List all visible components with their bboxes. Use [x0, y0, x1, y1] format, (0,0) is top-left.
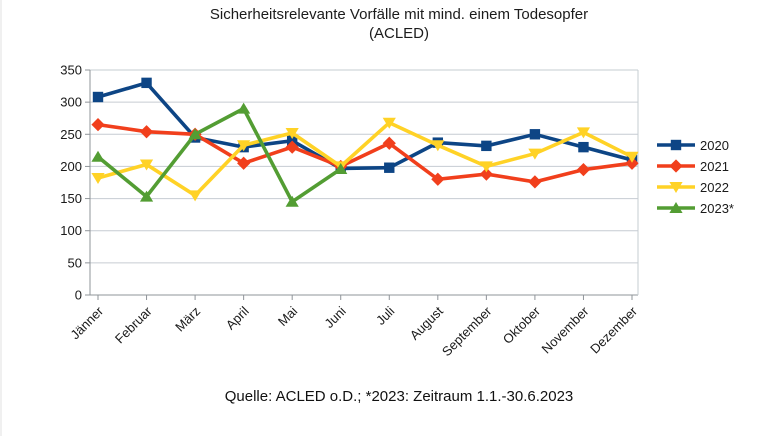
triangle-down-marker: [139, 159, 154, 171]
triangle-up-marker: [188, 128, 202, 140]
x-tick-label: März: [172, 304, 203, 335]
x-tick-label: November: [539, 303, 592, 356]
diamond-marker: [528, 175, 542, 189]
chart-title-line1: Sicherheitsrelevante Vorfälle mit mind. …: [209, 6, 589, 23]
triangle-down-marker: [576, 127, 591, 139]
legend-item-2021: 2021: [657, 158, 734, 174]
triangle-up-marker: [669, 202, 683, 213]
triangle-down-marker: [382, 117, 396, 129]
diamond-marker: [382, 136, 396, 150]
y-tick-label: 100: [60, 223, 82, 238]
y-tick-label: 0: [75, 288, 82, 303]
diamond-marker: [285, 140, 299, 154]
x-tick-label: Juni: [321, 303, 349, 331]
legend-square-icon: [657, 139, 695, 151]
square-marker: [92, 91, 104, 103]
y-tick-label: 350: [60, 63, 82, 78]
x-tick-label: Dezember: [587, 303, 640, 356]
y-tick-label: 200: [60, 159, 82, 174]
square-marker: [384, 162, 395, 173]
triangle-down-marker: [625, 151, 639, 163]
triangle-down-marker: [431, 140, 445, 152]
square-marker: [529, 129, 541, 140]
series-2023*-line: [96, 106, 342, 205]
legend-triangle-down-icon: [657, 182, 695, 193]
diamond-marker: [91, 118, 105, 132]
triangle-up-marker: [139, 190, 154, 202]
square-marker: [481, 140, 492, 152]
triangle-up-marker: [285, 195, 299, 207]
x-tick-label: April: [223, 303, 252, 332]
diamond-marker: [479, 167, 493, 181]
diamond-marker: [431, 172, 445, 186]
legend-diamond-icon: [657, 159, 695, 173]
line-chart-plot: 0 50 100 150 200 250 300 350 Jänner Februar März Ap…: [60, 63, 640, 360]
legend-label: 2022: [700, 179, 729, 195]
legend-item-2022: 2022: [657, 179, 734, 195]
x-tick-label: Juli: [373, 303, 397, 327]
chart-title: Sicherheitsrelevante Vorfälle mit mind. …: [2, 5, 766, 43]
diamond-marker: [237, 156, 251, 170]
x-tick-label: Oktober: [500, 303, 544, 347]
chart-title-line2: (ACLED): [368, 25, 429, 42]
series-2022-line: [97, 120, 633, 198]
legend-triangle-up-icon: [657, 202, 695, 213]
x-tick-label: August: [407, 303, 446, 342]
y-tick-label: 50: [68, 255, 82, 270]
triangle-up-marker: [91, 150, 105, 162]
triangle-down-marker: [528, 148, 542, 160]
triangle-down-marker: [188, 190, 202, 202]
square-marker: [141, 77, 152, 89]
x-tick-label: Jänner: [67, 303, 106, 342]
legend-label: 2023*: [700, 200, 734, 216]
triangle-down-marker: [237, 140, 251, 152]
square-marker: [578, 141, 589, 153]
y-tick-label: 150: [60, 191, 82, 206]
diamond-marker: [669, 159, 683, 173]
series-2021-line: [97, 122, 633, 184]
series-2020-line: [97, 80, 633, 171]
triangle-up-marker: [334, 163, 348, 174]
legend-label: 2020: [700, 137, 729, 153]
square-marker: [670, 139, 682, 151]
triangle-down-marker: [479, 161, 493, 173]
legend-item-2023*: 2023*: [657, 200, 734, 216]
y-tick-label: 250: [60, 127, 82, 142]
x-tick-label: Februar: [112, 303, 155, 346]
y-tick-label: 300: [60, 95, 82, 110]
x-tick-label: Mai: [275, 303, 300, 328]
source-note: Quelle: ACLED o.D.; *2023: Zeitraum 1.1.…: [224, 388, 574, 405]
triangle-down-marker: [669, 182, 683, 193]
diamond-marker: [139, 125, 154, 139]
legend-label: 2021: [700, 158, 729, 174]
diamond-marker: [576, 163, 591, 177]
legend-item-2020: 2020: [657, 137, 734, 153]
triangle-up-marker: [237, 102, 251, 114]
chart-legend: 2020 2021 2022 2023*: [657, 137, 734, 216]
x-tick-label: September: [439, 303, 495, 359]
triangle-down-marker: [91, 173, 105, 184]
diamond-marker: [625, 156, 639, 170]
triangle-down-marker: [285, 128, 299, 139]
